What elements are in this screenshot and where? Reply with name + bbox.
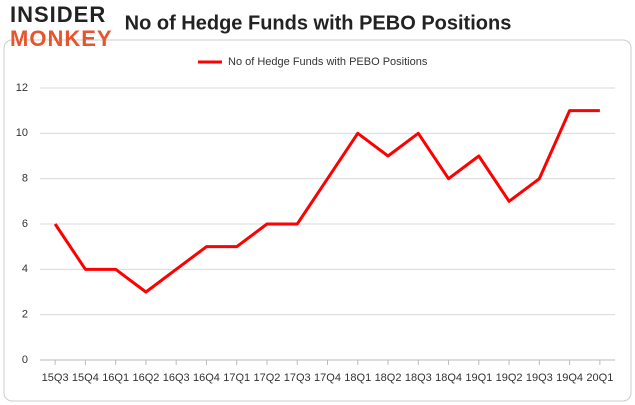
data-line (53, 109, 600, 294)
chart-frame (3, 39, 632, 402)
x-tick-label: 16Q2 (132, 372, 159, 384)
x-tick-label: 18Q1 (344, 372, 371, 384)
x-tick-label: 18Q3 (405, 372, 432, 384)
y-tick-label: 0 (22, 354, 28, 366)
x-tick-label: 19Q4 (556, 372, 583, 384)
logo-top: INSIDER (10, 2, 106, 27)
y-tick-label: 8 (22, 173, 28, 185)
x-tick-label: 17Q4 (314, 372, 341, 384)
x-tick-label: 19Q1 (465, 372, 492, 384)
x-tick-label: 19Q2 (496, 372, 523, 384)
x-tick-label: 15Q3 (42, 372, 69, 384)
y-tick-label: 10 (16, 127, 28, 139)
logo-bottom: MONKEY (10, 26, 113, 51)
x-tick-label: 17Q2 (254, 372, 281, 384)
x-tick-label: 16Q1 (102, 372, 129, 384)
x-tick-label: 19Q3 (526, 372, 553, 384)
legend-label: No of Hedge Funds with PEBO Positions (228, 56, 428, 68)
x-tick-label: 17Q1 (223, 372, 250, 384)
x-tick-label: 18Q4 (435, 372, 462, 384)
y-tick-label: 2 (22, 309, 28, 321)
x-tick-label: 17Q3 (284, 372, 311, 384)
x-tick-label: 15Q4 (72, 372, 99, 384)
y-tick-label: 6 (22, 218, 28, 230)
x-tick-label: 16Q4 (193, 372, 220, 384)
x-tick-label: 20Q1 (586, 372, 613, 384)
x-tick-label: 18Q2 (375, 372, 402, 384)
chart-title: No of Hedge Funds with PEBO Positions (125, 12, 512, 34)
y-tick-label: 12 (16, 82, 28, 94)
y-tick-label: 4 (22, 263, 28, 275)
x-tick-label: 16Q3 (163, 372, 190, 384)
